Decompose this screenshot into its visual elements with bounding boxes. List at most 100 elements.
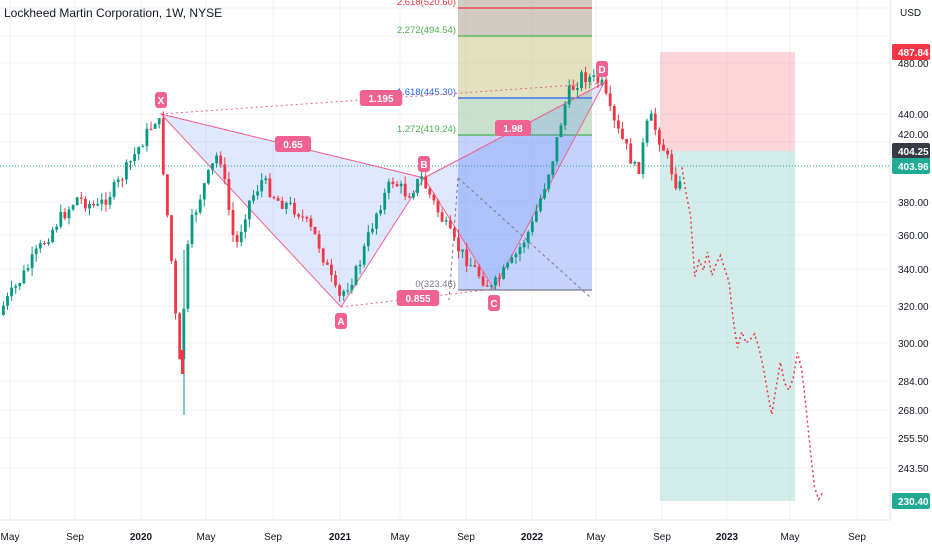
candle-body — [202, 183, 206, 200]
candle-body — [239, 231, 243, 243]
candle-body — [190, 214, 194, 245]
candle-body — [166, 174, 169, 216]
candle-body — [157, 118, 161, 125]
candle-body — [137, 147, 141, 155]
fib-level-label: 1.272(419.24) — [397, 124, 456, 135]
fib-level-label: 2.272(494.54) — [397, 25, 456, 36]
candle-body — [334, 275, 337, 286]
price-tag-stop-target — [892, 493, 930, 509]
candle-body — [47, 241, 50, 244]
time-axis-label: Sep — [66, 532, 84, 543]
pattern-ratio-line — [340, 288, 495, 308]
candle-body — [120, 179, 124, 181]
candle-body — [34, 248, 38, 255]
candle-body — [645, 120, 649, 143]
time-axis-label: 2020 — [130, 532, 153, 543]
pattern-ratio-label: 0.855 — [405, 294, 430, 305]
candle-body — [498, 277, 501, 279]
price-axis-tick: 380.00 — [898, 198, 929, 209]
price-tag-label: 403.96 — [898, 162, 929, 173]
candle-body — [629, 143, 633, 164]
candle-body — [547, 174, 551, 189]
candle-body — [26, 268, 30, 271]
candle-body — [526, 232, 530, 243]
candle-body — [30, 254, 34, 269]
candle-body — [153, 124, 157, 129]
time-axis-label: 2023 — [716, 532, 739, 543]
time-axis-label: Sep — [848, 532, 866, 543]
fib-level-label: 2.618(520.60) — [397, 0, 456, 8]
candle-body — [518, 247, 522, 255]
candle-body — [55, 226, 59, 230]
candle-body — [485, 285, 489, 287]
candle-body — [256, 191, 259, 196]
candle-body — [481, 276, 485, 286]
candle-body — [379, 209, 382, 214]
candle-body — [670, 154, 674, 175]
candle-body — [432, 194, 436, 201]
candle-body — [79, 197, 83, 199]
candle-body — [116, 179, 120, 183]
candle-body — [149, 128, 153, 130]
candle-body — [71, 205, 75, 210]
candle-body — [313, 226, 317, 235]
candle-body — [576, 88, 579, 90]
pattern-point-c-badge — [488, 295, 500, 311]
time-axis-label: 2022 — [521, 532, 544, 543]
pattern-ratio-label: 0.65 — [283, 140, 303, 151]
position-tool — [660, 52, 795, 501]
candle-body — [260, 180, 264, 192]
candle-body — [219, 155, 223, 165]
candle-body — [252, 195, 255, 201]
pattern-point-a-label: A — [337, 317, 344, 328]
candle-body — [293, 202, 296, 215]
candle-body — [440, 212, 444, 222]
candle-body — [420, 176, 423, 180]
candle-body — [555, 137, 559, 162]
candle-body — [100, 199, 104, 204]
candle-body — [674, 174, 678, 189]
time-axis-label: May — [587, 532, 606, 543]
candle-body — [309, 218, 313, 227]
time-axis-label: May — [197, 532, 216, 543]
candle-body — [125, 162, 128, 180]
candle-body — [330, 264, 333, 276]
candle-body — [407, 196, 411, 198]
pattern-ratio-label: 1.98 — [503, 124, 523, 135]
price-tag-entry — [892, 143, 930, 159]
candle-body — [612, 105, 616, 121]
candle-body — [161, 118, 165, 175]
candle-body — [276, 198, 280, 201]
candle-body — [391, 181, 395, 185]
candle-body — [38, 243, 42, 249]
pattern-point-b-badge — [418, 156, 430, 172]
price-axis-tick: 268.00 — [898, 406, 929, 417]
candle-body — [662, 144, 665, 151]
candle-body — [112, 182, 116, 197]
candle-body — [366, 232, 370, 247]
price-axis-tick: 300.00 — [898, 339, 929, 350]
candle-body — [248, 200, 251, 220]
candle-body — [18, 283, 22, 287]
candle-body — [104, 199, 108, 205]
pattern-ratio-label: 1.195 — [368, 94, 393, 105]
price-axis-tick: 284.00 — [898, 377, 929, 388]
candles — [2, 66, 682, 363]
candle-body — [141, 146, 145, 148]
candle-body — [63, 211, 67, 219]
grid-lines — [0, 0, 890, 520]
candle-body — [453, 228, 456, 238]
candle-body — [108, 196, 112, 205]
candle-body — [342, 291, 346, 296]
candle-body — [641, 142, 645, 174]
candle-body — [51, 229, 54, 242]
candle-body — [6, 296, 9, 306]
candle-body — [653, 113, 657, 130]
price-axis-tick: 340.00 — [898, 265, 929, 276]
candle-body — [243, 219, 247, 232]
candle-body — [198, 199, 202, 213]
candle-body — [416, 179, 419, 194]
pattern-point-b-label: B — [420, 160, 427, 171]
candle-body — [637, 162, 641, 174]
